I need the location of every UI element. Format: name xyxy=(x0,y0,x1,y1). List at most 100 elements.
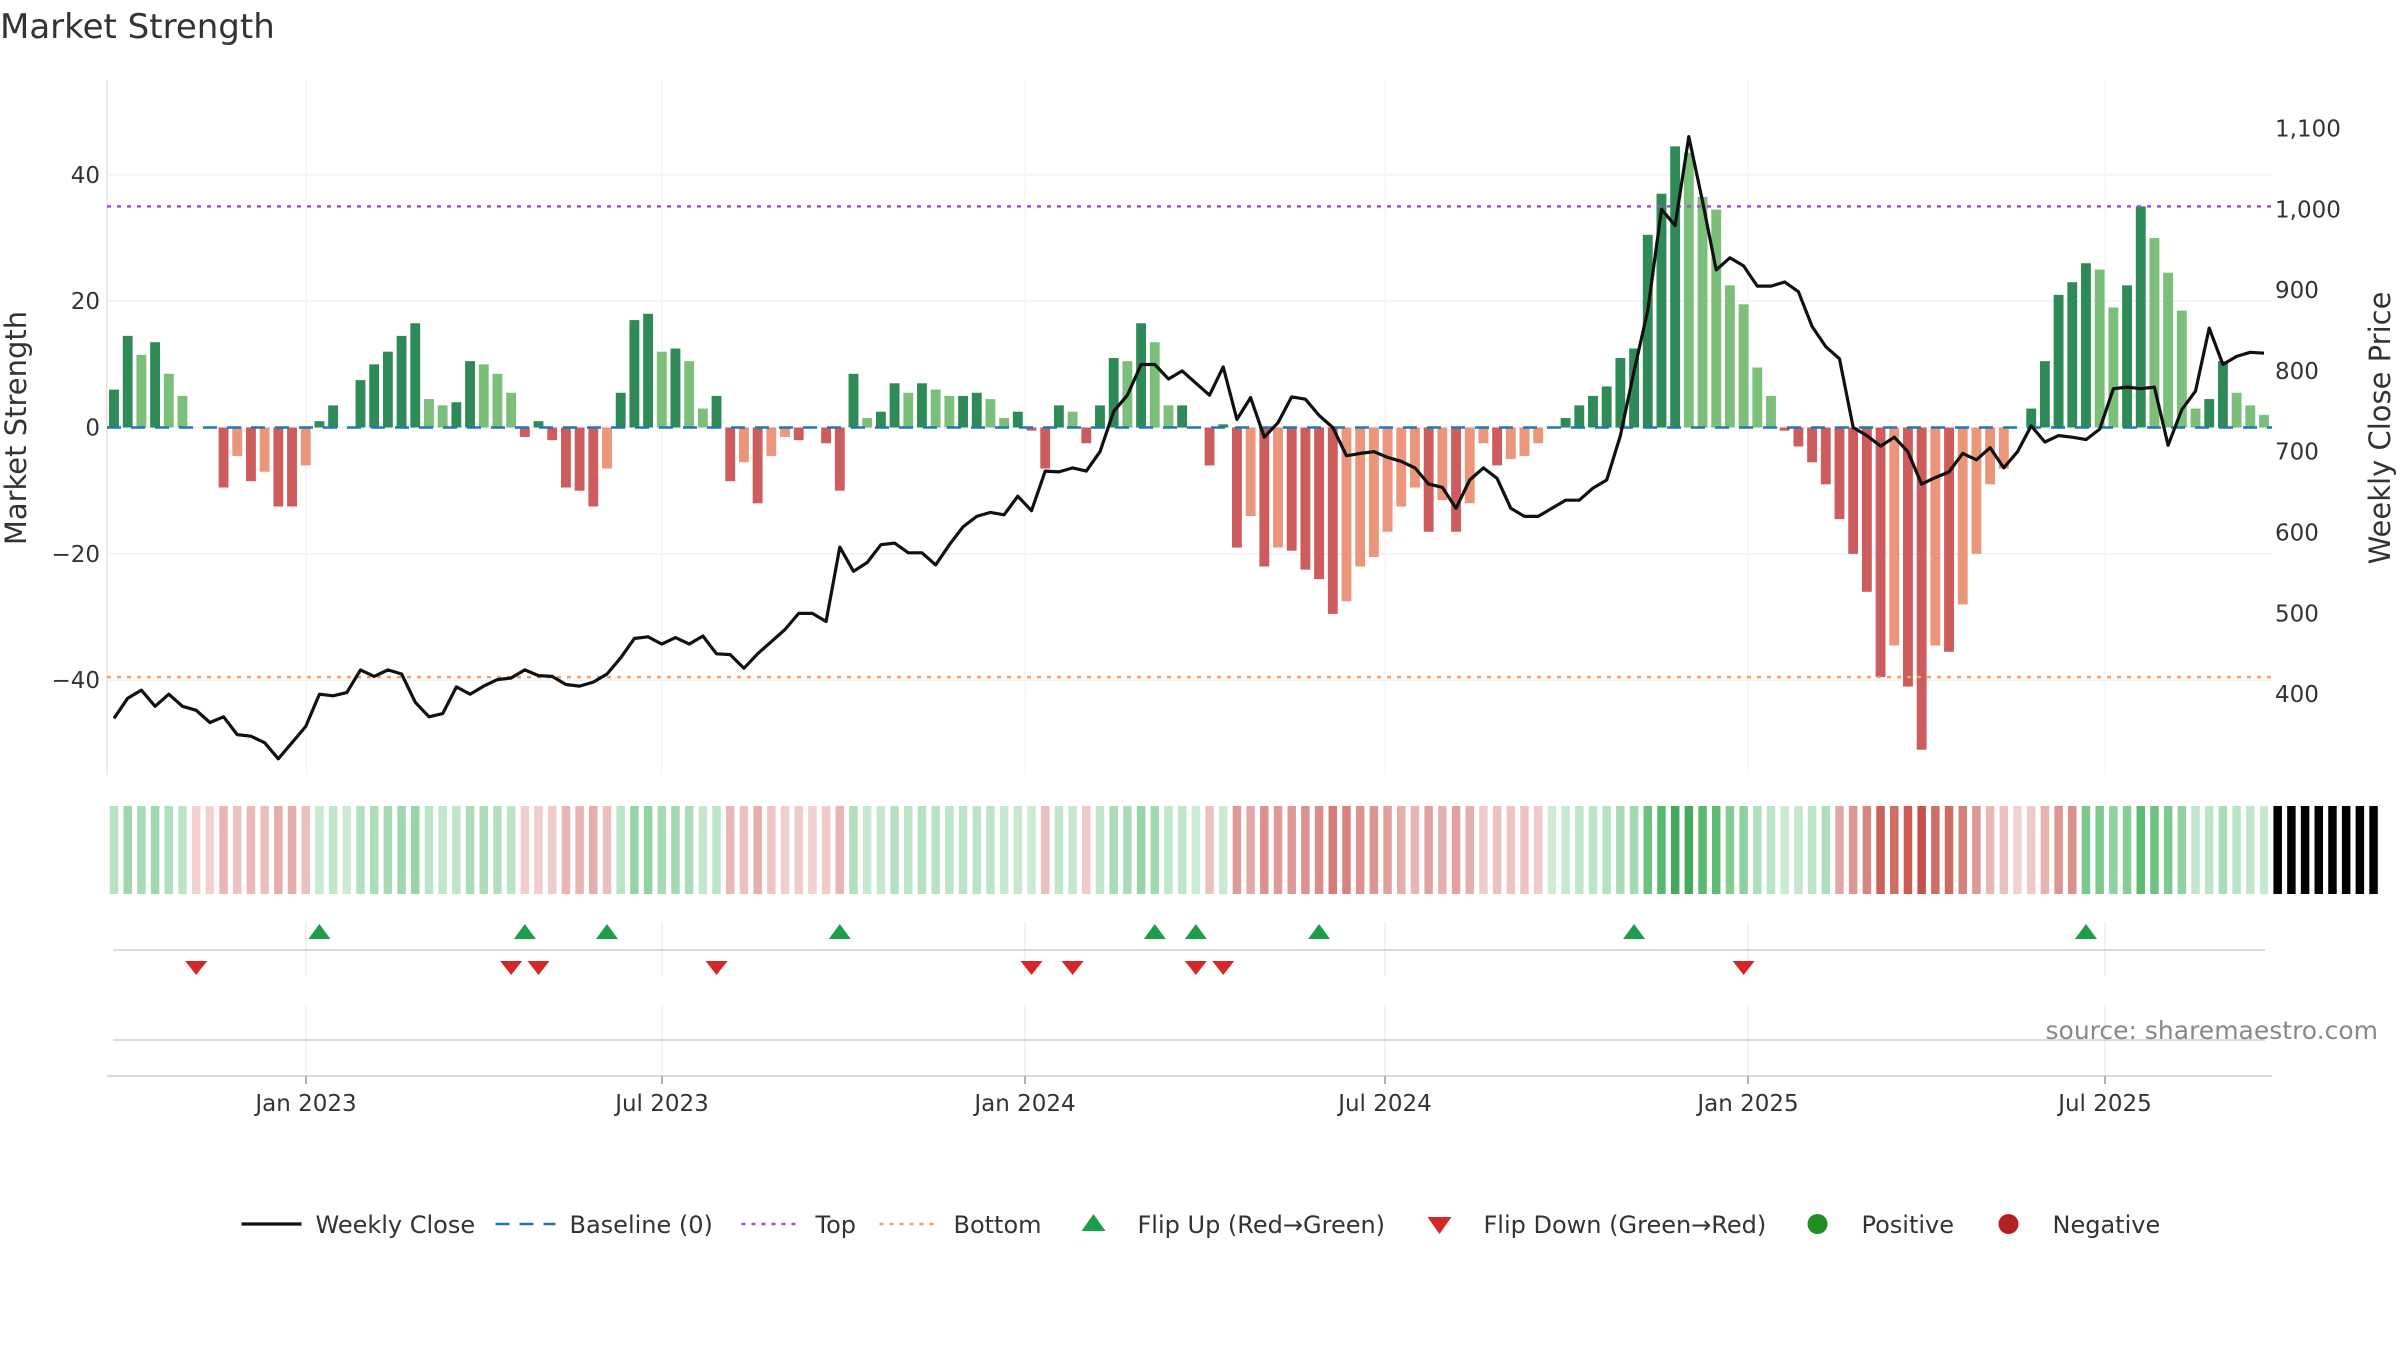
signal-cell xyxy=(753,806,762,894)
signal-cell xyxy=(2204,806,2214,894)
signal-cell xyxy=(1355,806,1365,894)
flip-down-marker xyxy=(1732,961,1755,975)
strength-bar xyxy=(793,427,804,441)
signal-cell xyxy=(1999,806,2009,894)
signal-cell xyxy=(274,806,283,894)
strength-bar xyxy=(163,373,174,428)
strength-bar xyxy=(1670,146,1681,428)
strength-bar xyxy=(232,427,243,456)
signal-cell xyxy=(1410,806,1420,894)
signal-cell xyxy=(2122,806,2132,894)
strength-bar xyxy=(1683,152,1694,428)
strength-bar xyxy=(629,320,640,428)
strength-bar xyxy=(451,402,462,428)
right-tick-label: 900 xyxy=(2275,278,2319,304)
signal-cell xyxy=(1287,806,1296,894)
signal-cell xyxy=(931,806,940,894)
strength-bar xyxy=(1656,193,1667,428)
signal-cell xyxy=(2314,806,2324,894)
strength-bar xyxy=(150,342,161,428)
strength-bar xyxy=(136,354,147,428)
strength-bar xyxy=(2231,392,2242,428)
chart-title: Market Strength xyxy=(0,7,275,47)
strength-bar xyxy=(465,361,475,428)
strength-bar xyxy=(410,323,421,428)
strength-bar xyxy=(752,427,763,504)
signal-cell xyxy=(1876,806,1885,894)
flip-down-marker xyxy=(527,961,550,975)
triangle-down-icon xyxy=(1427,1217,1452,1234)
strength-bar xyxy=(1738,304,1749,428)
strength-bar xyxy=(739,427,749,463)
signal-cell xyxy=(657,806,667,894)
flip-up-marker xyxy=(1623,924,1646,939)
strength-bar xyxy=(1108,358,1119,428)
strength-bar xyxy=(1423,427,1434,532)
x-tick-label: Jul 2025 xyxy=(2056,1091,2152,1117)
signal-cell xyxy=(1438,806,1447,894)
signal-cell xyxy=(890,806,899,894)
strength-bar xyxy=(1889,427,1900,646)
signal-cell xyxy=(1972,806,1981,894)
signal-cell xyxy=(1985,806,1995,894)
strength-bar xyxy=(300,427,311,466)
strength-bar xyxy=(1437,427,1448,501)
signal-cell xyxy=(2246,806,2255,894)
strength-bar xyxy=(1273,427,1283,548)
signal-cell xyxy=(945,806,954,894)
flip-grid xyxy=(305,922,2106,976)
strength-bar xyxy=(1410,427,1420,488)
right-y-ticks: 400 500 600 700 800 900 1,000 1,100 xyxy=(2275,116,2341,708)
strength-bar xyxy=(1026,427,1037,431)
strength-bar xyxy=(1903,427,1913,687)
reference-lines xyxy=(107,205,2272,679)
signal-cell xyxy=(191,806,201,894)
signal-cell xyxy=(589,806,598,894)
strength-bar xyxy=(684,361,695,428)
signal-cell xyxy=(561,806,571,894)
strength-bar xyxy=(1451,427,1461,532)
strength-bar xyxy=(971,392,982,428)
strength-bar xyxy=(1724,285,1735,428)
strength-bar xyxy=(930,389,941,428)
signal-cell xyxy=(1944,806,1954,894)
strength-bar xyxy=(1533,427,1544,444)
signal-cell xyxy=(1616,806,1625,894)
strength-bar xyxy=(218,427,229,488)
signal-cell xyxy=(2300,806,2310,894)
strength-bar xyxy=(2204,399,2215,428)
strength-bar xyxy=(1793,427,1804,447)
signal-cell xyxy=(315,806,324,894)
signal-cell xyxy=(1684,806,1694,894)
right-tick-label: 1,100 xyxy=(2275,116,2341,142)
flip-up-marker xyxy=(513,924,536,939)
main-panel: −40 −20 0 20 40 400 500 600 700 800 900 1,000 1,100… xyxy=(0,80,2397,775)
strength-bar xyxy=(2190,408,2201,428)
signal-cell xyxy=(1890,806,1899,894)
x-axis-ticks: Jan 2023 Jul 2023 Jan 2024 Jul 2024 Jan 2025… xyxy=(253,1076,2152,1117)
strength-bar xyxy=(1998,427,2009,469)
signal-cell xyxy=(1342,806,1351,894)
signal-cell xyxy=(2150,806,2159,894)
signal-cell xyxy=(1109,806,1118,894)
signal-cell xyxy=(986,806,995,894)
left-tick-label: 40 xyxy=(71,163,100,189)
signal-cell xyxy=(1451,806,1461,894)
x-tick-label: Jan 2024 xyxy=(972,1091,1075,1117)
strength-bar xyxy=(1081,427,1092,444)
signal-cell xyxy=(1643,806,1653,894)
strength-bar xyxy=(602,427,612,469)
strength-bar xyxy=(903,392,914,428)
signal-cell xyxy=(328,806,338,894)
signal-cell xyxy=(2341,806,2351,894)
strength-bar xyxy=(1464,427,1475,504)
signal-cell xyxy=(2369,806,2378,894)
signal-cell xyxy=(109,806,119,894)
strength-bar xyxy=(246,427,256,482)
signal-cell xyxy=(808,806,817,894)
strength-bar xyxy=(588,427,599,507)
signal-cell xyxy=(1958,806,1967,894)
signal-cell xyxy=(2191,806,2200,894)
signal-cell xyxy=(1424,806,1433,894)
